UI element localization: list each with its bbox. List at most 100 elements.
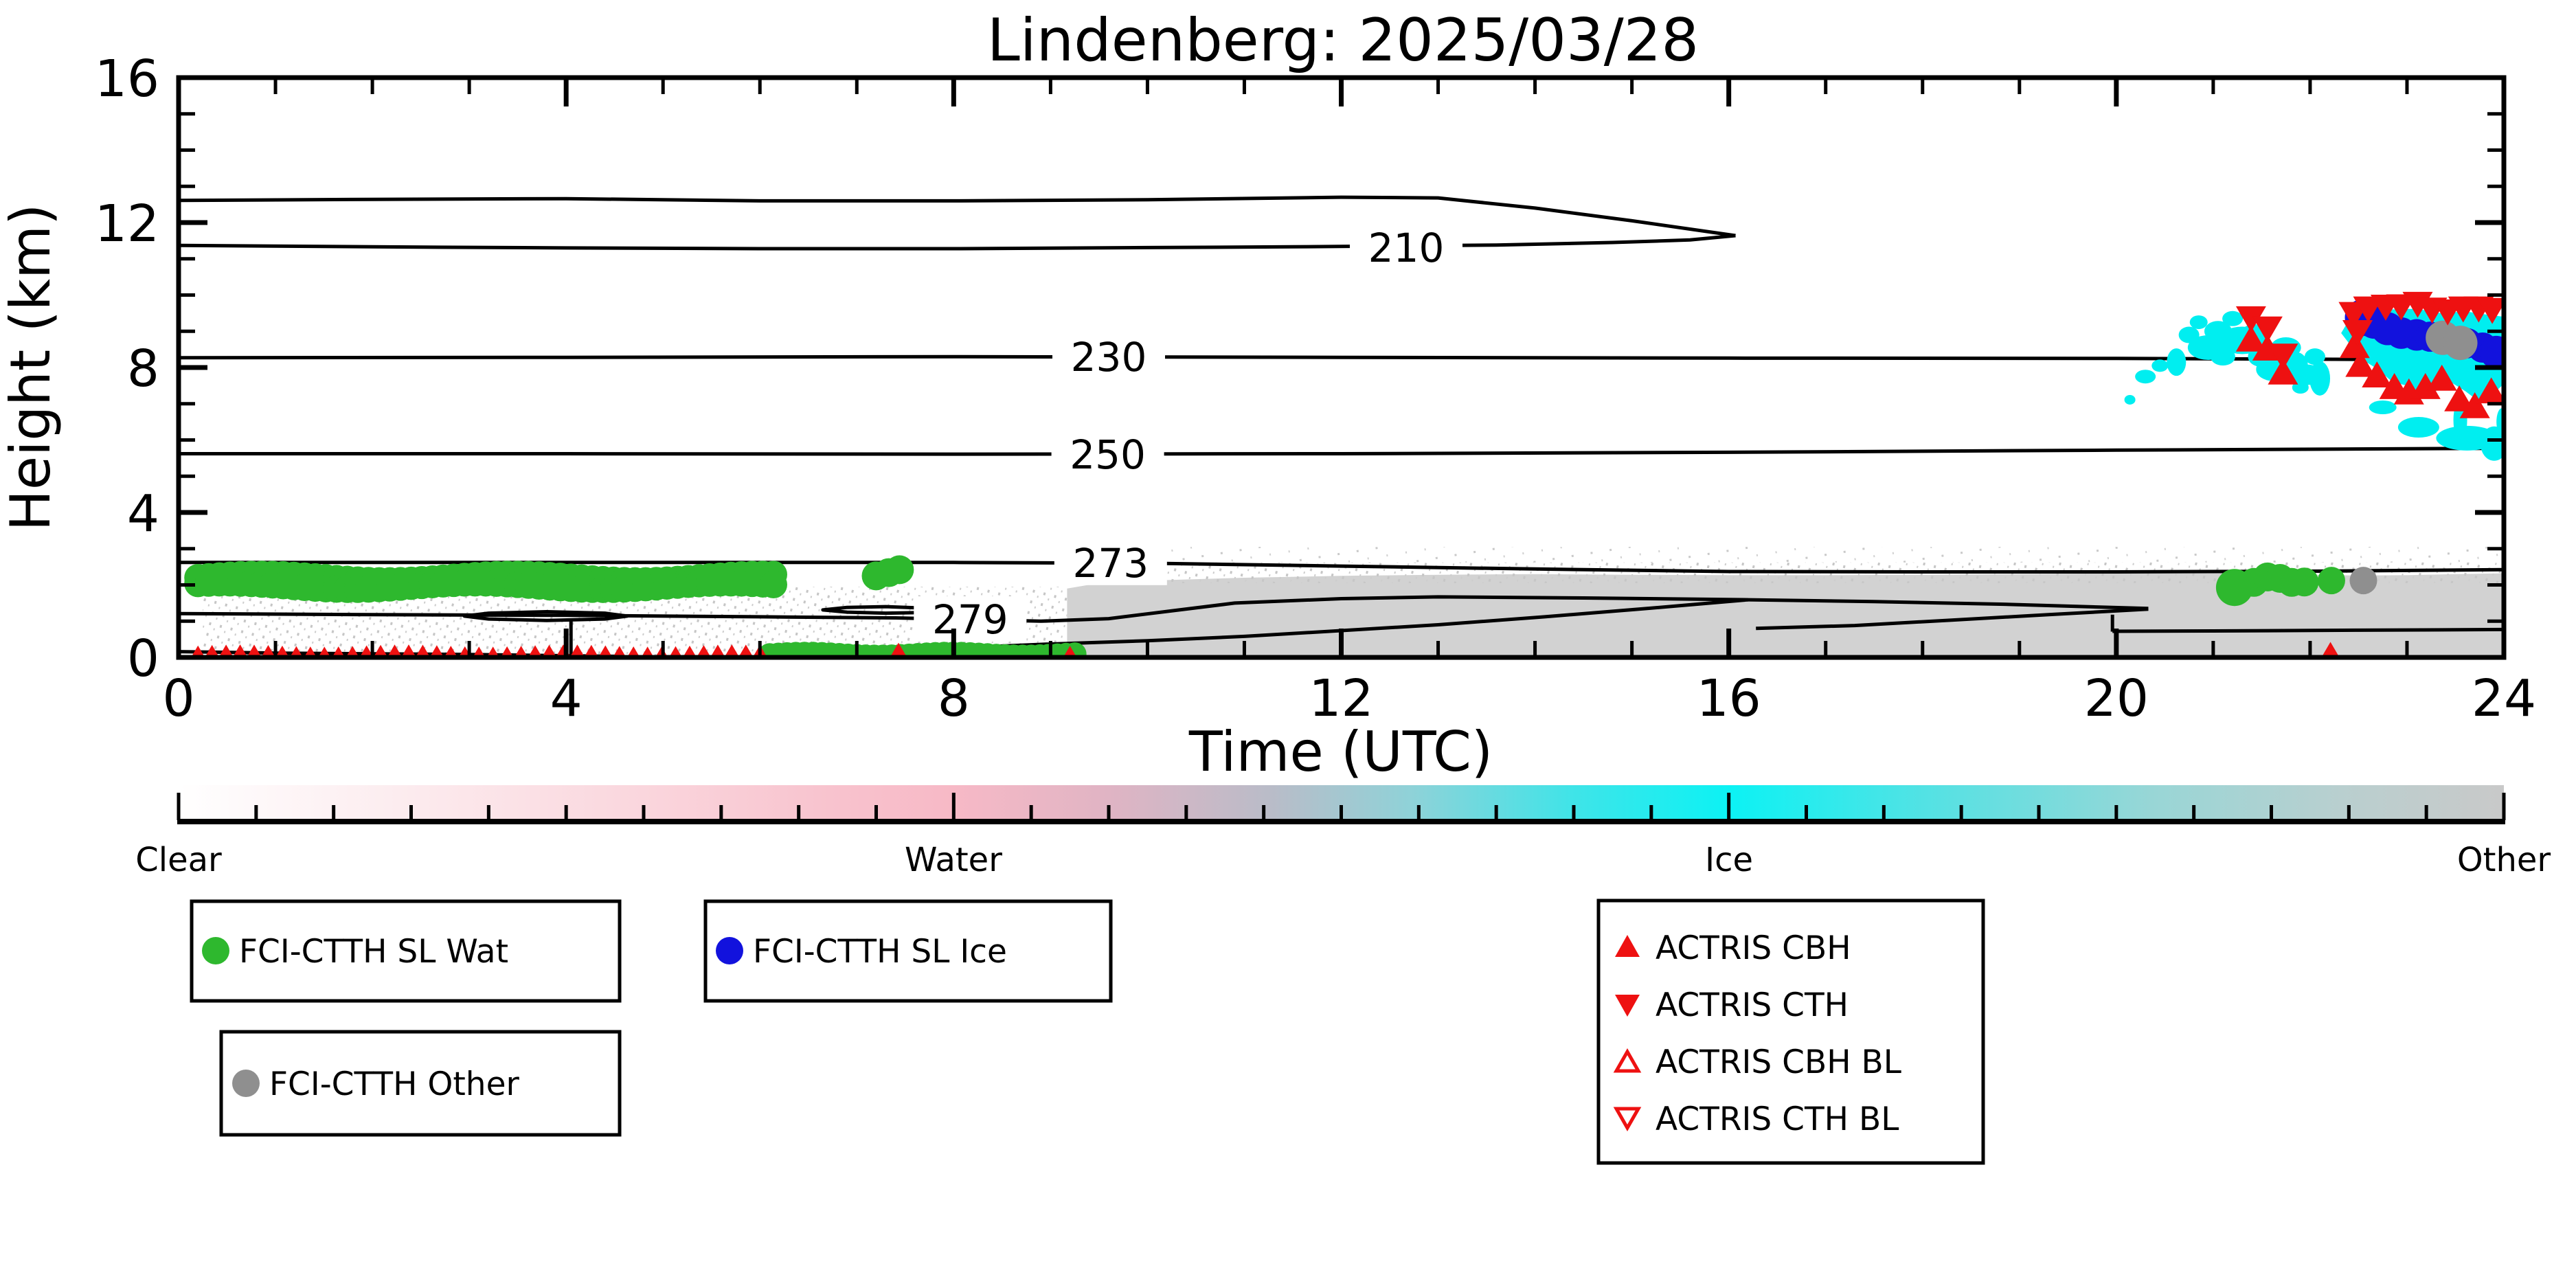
x-tick-label: 20 [2084, 669, 2149, 728]
FCI-CTTH Other [2443, 326, 2478, 361]
ACTRIS CBH [584, 644, 599, 657]
legend-label: ACTRIS CTH BL [1656, 1100, 1899, 1138]
ACTRIS CBH [2444, 385, 2475, 411]
y-tick-label: 8 [127, 339, 159, 398]
ice-blob [2167, 348, 2187, 376]
ACTRIS CTH [2342, 319, 2373, 346]
other-class-gray-region [1067, 573, 2504, 657]
x-tick-label: 12 [1309, 669, 1373, 728]
y-tick-label: 12 [95, 194, 159, 253]
y-axis-title: Height (km) [0, 204, 63, 532]
contour-label-bg [1051, 431, 1164, 477]
ACTRIS CBH [514, 646, 528, 657]
ice-dot-marker [716, 937, 743, 964]
ice-blob [2369, 400, 2397, 415]
legend-fci-wat: FCI-CTTH SL Wat [190, 899, 622, 1003]
ACTRIS CBH [613, 646, 626, 657]
ACTRIS CBH [205, 644, 220, 657]
ACTRIS CBH [218, 644, 234, 657]
x-tick-label: 16 [1697, 669, 1761, 728]
x-axis-title: Time (UTC) [1188, 720, 1493, 784]
contour-label: 210 [1368, 225, 1445, 271]
ice-blob [2189, 315, 2208, 330]
y-tick-label: 0 [127, 629, 159, 688]
axis-ticks [176, 75, 2507, 660]
contour-label-bg [1052, 334, 1166, 380]
ACTRIS CBH [2426, 364, 2457, 391]
ACTRIS CBH [2321, 642, 2340, 657]
ACTRIS CBH [232, 644, 248, 657]
ACTRIS CBH [528, 645, 543, 657]
y-tick-label: 16 [95, 49, 159, 109]
legend-actris: ACTRIS CBH ACTRIS CTH ACTRIS CBH BL ACTR… [1596, 899, 1985, 1165]
ice-blob [2222, 310, 2244, 326]
legend-box [219, 1030, 622, 1137]
ACTRIS CBH [2410, 372, 2441, 399]
contour-line [179, 354, 2504, 362]
ice-blob [2124, 394, 2136, 405]
ACTRIS CBH [473, 646, 486, 657]
contour-label: 273 [1072, 540, 1149, 587]
ACTRIS CBH [724, 644, 740, 657]
ACTRIS CBH [332, 646, 346, 657]
ACTRIS CBH [429, 645, 444, 657]
contour-line [179, 561, 2504, 574]
legend-box [703, 899, 1113, 1003]
contour-line [179, 595, 2149, 623]
ACTRIS CBH [2339, 332, 2370, 359]
ice-blob [2304, 348, 2325, 365]
contour-labels: 210 230 250 273 279 [914, 224, 1463, 643]
colorbar-label-water: Water [905, 841, 1002, 879]
ACTRIS CBH [669, 646, 683, 657]
ACTRIS CBH [247, 644, 262, 657]
ice-blob [2309, 361, 2331, 396]
ACTRIS CBH [346, 646, 359, 657]
ACTRIS CBH [569, 644, 585, 657]
ACTRIS CTH [2477, 297, 2504, 324]
ACTRIS CBH [710, 644, 725, 657]
ice-blob [2135, 370, 2156, 384]
ACTRIS CTH [2235, 306, 2266, 332]
ACTRIS CBH [444, 646, 458, 657]
contour-line [179, 195, 1736, 238]
contour-label-bg [1350, 224, 1463, 270]
legend-label: ACTRIS CBH BL [1656, 1043, 1901, 1081]
axis-tick-labels: 0 4 8 12 16 0 4 8 12 16 20 24 [95, 49, 2536, 728]
ice-blob [2480, 426, 2504, 461]
cth-triangle-marker [1615, 995, 1640, 1017]
ACTRIS CBH [541, 644, 557, 657]
FCI-CTTH SL Wat [2290, 567, 2319, 597]
ACTRIS CBH [289, 646, 303, 657]
other-dot-marker [232, 1070, 260, 1097]
contour-label: 279 [932, 596, 1008, 643]
legend-label: ACTRIS CTH [1656, 986, 1849, 1024]
ACTRIS CBH [318, 646, 331, 657]
legend-fci-ice: FCI-CTTH SL Ice [703, 899, 1113, 1003]
legend-label: FCI-CTTH SL Wat [239, 933, 508, 971]
FCI-CTTH SL Wat [885, 555, 914, 585]
ACTRIS CBH [2476, 377, 2504, 404]
ACTRIS CBH [486, 646, 499, 657]
cth-bl-triangle-marker [1613, 1107, 1642, 1132]
ACTRIS CBH [275, 645, 289, 657]
x-tick-label: 8 [938, 669, 970, 728]
ACTRIS CTH [2268, 343, 2298, 370]
colorbar-label-ice: Ice [1705, 841, 1753, 879]
class-colorbar: Clear Water Ice Other [135, 785, 2551, 879]
contour-line [179, 447, 2504, 456]
ice-blob [2151, 359, 2169, 372]
ACTRIS CBH [304, 646, 317, 657]
ACTRIS CBH [683, 645, 697, 657]
ACTRIS CBH [2459, 392, 2490, 418]
contour-line [1756, 607, 2149, 631]
ACTRIS CBH [641, 646, 654, 657]
x-tick-label: 0 [162, 669, 194, 728]
FCI-CTTH SL Wat [759, 571, 787, 599]
ACTRIS CBH [738, 644, 754, 657]
colorbar-label-other: Other [2457, 841, 2551, 879]
contour-line [179, 234, 1736, 251]
legend-box [190, 899, 622, 1003]
x-tick-label: 24 [2472, 669, 2536, 728]
colorbar-baseline [177, 819, 2505, 824]
